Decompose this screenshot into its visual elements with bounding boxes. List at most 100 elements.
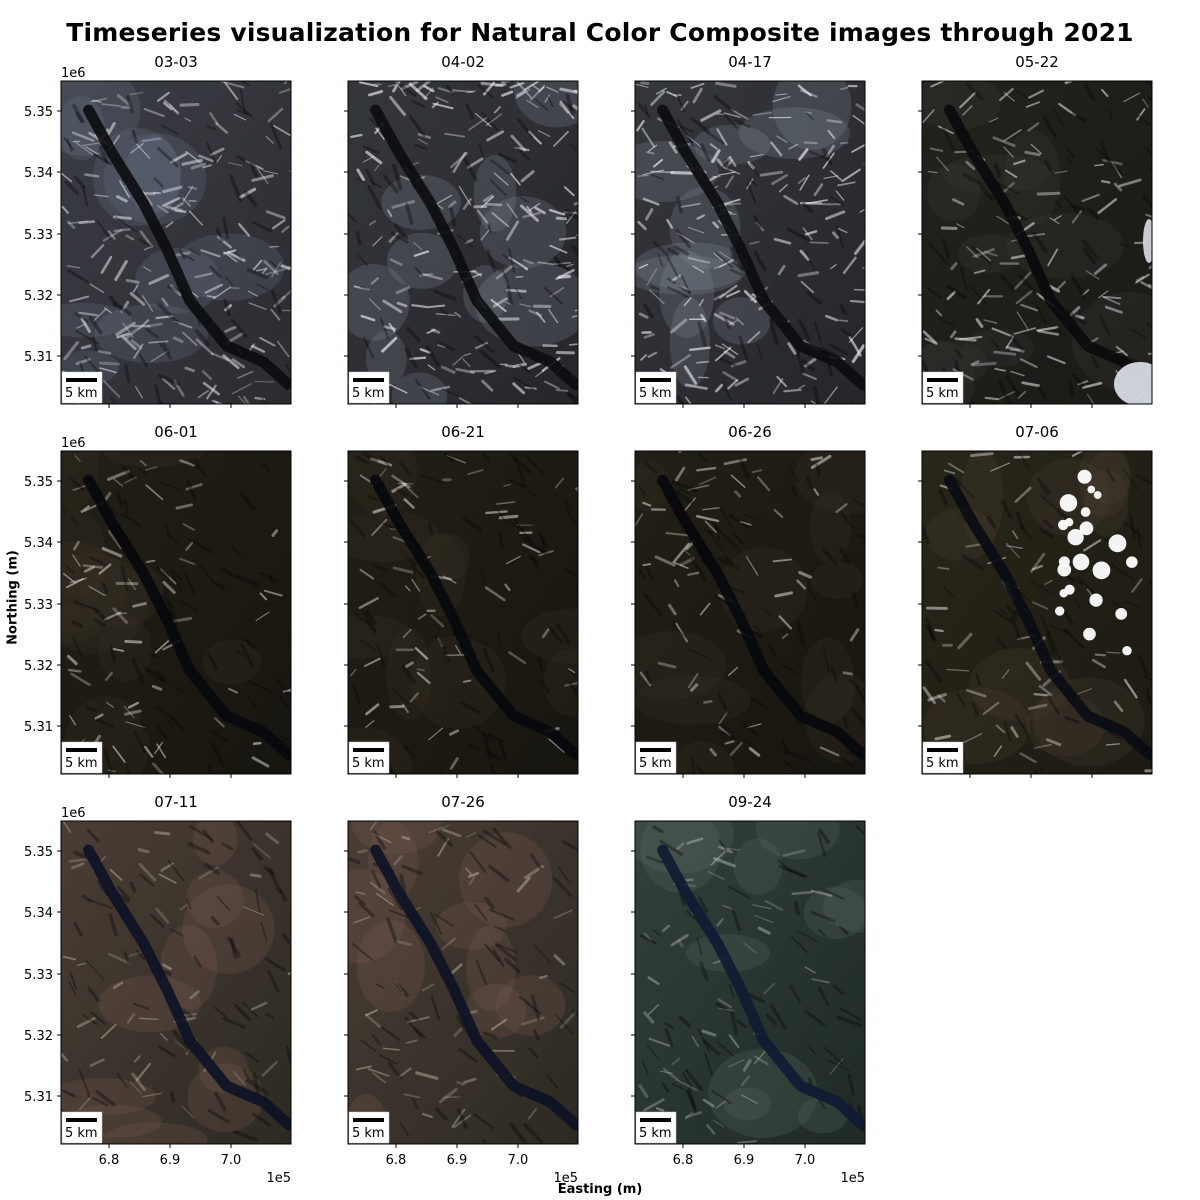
river-valley <box>657 474 865 761</box>
scale-bar-label: 5 km <box>65 386 98 401</box>
axes-frame <box>921 80 1153 405</box>
panel-title: 07-06 <box>1015 423 1059 441</box>
scale-bar: 5 km <box>635 1111 677 1144</box>
panel-title: 09-24 <box>728 793 772 811</box>
satellite-image <box>61 821 291 1144</box>
axes-frame <box>921 450 1153 775</box>
axes-frame <box>347 80 579 405</box>
panel-title: 07-11 <box>154 793 198 811</box>
axes-frame <box>634 80 866 405</box>
figure-title: Timeseries visualization for Natural Col… <box>66 18 1134 47</box>
scale-bar: 5 km <box>61 1111 103 1144</box>
satellite-image <box>922 81 1152 404</box>
y-offset-label: 1e6 <box>61 66 86 81</box>
y-tick-label: 5.32 <box>24 289 53 304</box>
y-tick-label: 5.31 <box>24 350 53 365</box>
x-offset-label: 1e5 <box>840 1171 865 1186</box>
river-valley <box>83 844 291 1131</box>
river-valley <box>944 474 1152 761</box>
axes-frame <box>347 820 579 1145</box>
axes-frame <box>347 450 579 775</box>
x-tick-label: 7.0 <box>795 1153 816 1168</box>
river-valley <box>657 104 865 391</box>
panel-title: 06-21 <box>441 423 485 441</box>
x-tick-label: 7.0 <box>508 1153 529 1168</box>
satellite-image <box>635 81 865 404</box>
y-tick-label: 5.34 <box>24 536 53 551</box>
scale-bar: 5 km <box>348 1111 390 1144</box>
y-axis-label: Northing (m) <box>5 550 21 645</box>
scale-bar: 5 km <box>922 741 964 774</box>
y-tick-label: 5.33 <box>24 968 53 983</box>
panel-title: 06-26 <box>728 423 772 441</box>
y-tick-label: 5.35 <box>24 105 53 120</box>
scale-bar-label: 5 km <box>65 756 98 771</box>
y-tick-label: 5.32 <box>24 659 53 674</box>
panel-title: 03-03 <box>154 53 198 71</box>
satellite-image <box>922 451 1152 774</box>
y-offset-label: 1e6 <box>61 436 86 451</box>
x-tick-label: 6.8 <box>99 1153 120 1168</box>
panel-title: 07-26 <box>441 793 485 811</box>
scale-bar-label: 5 km <box>352 1126 385 1141</box>
x-tick-label: 6.9 <box>734 1153 755 1168</box>
satellite-image <box>635 821 865 1144</box>
axes-frame <box>634 820 866 1145</box>
scale-bar-label: 5 km <box>639 1126 672 1141</box>
panel-07-26: 07-26 6.8 6.9 7.0 1e5 5 km <box>344 793 579 1186</box>
y-tick-label: 5.34 <box>24 906 53 921</box>
x-tick-label: 6.8 <box>673 1153 694 1168</box>
x-offset-label: 1e5 <box>553 1171 578 1186</box>
scale-bar-label: 5 km <box>352 386 385 401</box>
y-tick-label: 5.33 <box>24 228 53 243</box>
x-tick-label: 6.9 <box>160 1153 181 1168</box>
panel-09-24: 09-24 6.8 6.9 7.0 1e5 5 km <box>631 793 866 1186</box>
axes-frame <box>634 450 866 775</box>
panel-06-26: 06-26 5 km <box>631 423 866 778</box>
y-offset-label: 1e6 <box>61 806 86 821</box>
panel-06-01: 06-01 5.35 5.34 5.33 5.32 5.31 1e6 5 km <box>24 423 292 778</box>
y-tick-label: 5.32 <box>24 1029 53 1044</box>
satellite-image <box>348 81 578 404</box>
y-tick-label: 5.34 <box>24 166 53 181</box>
x-tick-label: 7.0 <box>221 1153 242 1168</box>
y-tick-label: 5.31 <box>24 1090 53 1105</box>
scale-bar: 5 km <box>922 371 964 404</box>
axes-frame <box>60 80 292 405</box>
scale-bar: 5 km <box>635 371 677 404</box>
scale-bar: 5 km <box>61 741 103 774</box>
y-tick-label: 5.31 <box>24 720 53 735</box>
scale-bar-label: 5 km <box>65 1126 98 1141</box>
scale-bar-label: 5 km <box>926 386 959 401</box>
panel-07-06: 07-06 5 km <box>918 423 1153 778</box>
y-tick-label: 5.35 <box>24 845 53 860</box>
river-valley <box>657 844 865 1131</box>
scale-bar: 5 km <box>61 371 103 404</box>
x-tick-label: 6.8 <box>386 1153 407 1168</box>
river-valley <box>83 474 291 761</box>
scale-bar-label: 5 km <box>639 386 672 401</box>
y-tick-label: 5.33 <box>24 598 53 613</box>
scale-bar-label: 5 km <box>352 756 385 771</box>
axes-frame <box>60 450 292 775</box>
panel-06-21: 06-21 5 km <box>344 423 579 778</box>
y-tick-label: 5.35 <box>24 475 53 490</box>
panel-04-02: 04-02 5 km <box>344 53 579 408</box>
satellite-image <box>348 451 578 774</box>
satellite-image <box>61 81 291 404</box>
river-valley <box>370 474 578 761</box>
river-valley <box>370 844 578 1131</box>
scale-bar: 5 km <box>348 741 390 774</box>
satellite-image <box>348 821 578 1144</box>
satellite-image <box>61 451 291 774</box>
axes-frame <box>60 820 292 1145</box>
panel-04-17: 04-17 5 km <box>631 53 866 408</box>
scale-bar-label: 5 km <box>639 756 672 771</box>
scale-bar-label: 5 km <box>926 756 959 771</box>
panel-07-11: 07-11 5.35 5.34 5.33 5.32 5.31 1e6 6.8 6.9 7.0 1e5… <box>24 793 292 1186</box>
x-offset-label: 1e5 <box>266 1171 291 1186</box>
panel-title: 05-22 <box>1015 53 1059 71</box>
x-axis-label: Easting (m) <box>557 1182 643 1197</box>
panel-05-22: 05-22 5 km <box>918 53 1153 408</box>
